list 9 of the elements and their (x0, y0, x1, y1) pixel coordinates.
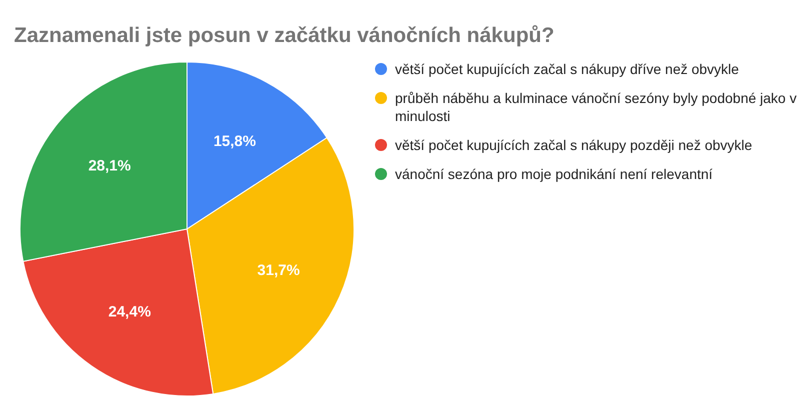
legend-label: větší počet kupujících začal s nákupy později než obvykle (395, 137, 752, 153)
legend-label: větší počet kupujících začal s nákupy dříve než obvykle (395, 61, 740, 77)
data-label: 31,7% (257, 262, 300, 279)
data-label: 28,1% (88, 158, 131, 175)
data-label: 15,8% (213, 133, 256, 150)
legend-label: vánoční sezóna pro moje podnikání není relevantní (395, 166, 713, 182)
data-label: 24,4% (108, 303, 151, 320)
chart-title: Zaznamenali jste posun v začátku vánočních nákupů? (14, 24, 554, 47)
legend-label: průběh náběhu a kulminace vánoční sezóny byly podobné jako v minulosti (395, 90, 797, 124)
